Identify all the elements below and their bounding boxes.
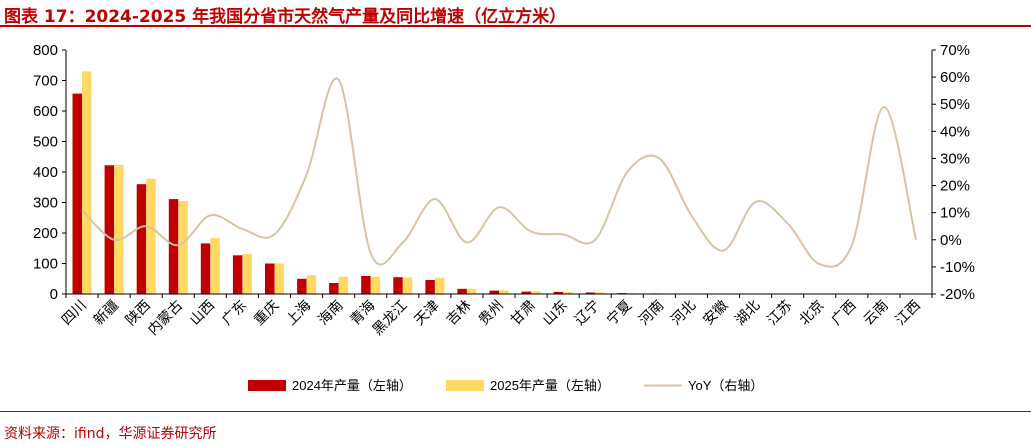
- gas-production-chart: 0 100 200 300 400 500 600 700 800 -20% -10% 0% 10% 20…: [33, 42, 975, 393]
- bar-2024: [585, 292, 596, 294]
- chart-title: 图表 17：2024-2025 年我国分省市天然气产量及同比增速（亿立方米）: [4, 7, 567, 27]
- legend-swatch-2024: [248, 380, 286, 391]
- bar-2025: [531, 291, 541, 294]
- bar-2025: [370, 276, 381, 294]
- bar-2024: [232, 255, 243, 294]
- left-tick-label: 300: [33, 195, 58, 212]
- bar-2024: [361, 276, 371, 294]
- legend-label-2024: 2024年产量（左轴）: [292, 378, 412, 393]
- bar-2024: [489, 290, 499, 294]
- x-tick-label: 四川: [58, 297, 89, 328]
- right-tick-label: -10%: [940, 259, 975, 276]
- bar-2024: [297, 278, 307, 295]
- x-tick-label: 河北: [667, 297, 698, 328]
- x-tick-label: 江西: [892, 297, 923, 328]
- left-tick-label: 800: [33, 42, 58, 59]
- x-tick-label: 贵州: [475, 297, 506, 328]
- x-tick-label: 山西: [186, 297, 217, 328]
- right-tick-label: 20%: [940, 178, 970, 195]
- x-tick-label: 湖北: [732, 297, 763, 328]
- bar-2024: [329, 283, 339, 294]
- bar-2025: [82, 71, 92, 294]
- bar-2024: [457, 288, 467, 294]
- x-tick-label: 内蒙古: [144, 297, 185, 338]
- right-tick-label: 30%: [940, 150, 970, 167]
- bar-2024: [200, 243, 211, 294]
- bar-2025: [499, 290, 509, 294]
- bar-2025: [242, 254, 252, 294]
- left-tick-label: 200: [33, 225, 58, 242]
- bar-2024: [425, 280, 435, 294]
- bar-2024: [521, 291, 532, 294]
- right-tick-label: 50%: [940, 96, 970, 113]
- left-tick-label: 500: [33, 134, 58, 151]
- left-tick-label: 600: [33, 103, 58, 120]
- x-tick-label: 北京: [796, 297, 827, 328]
- bar-2025: [402, 277, 413, 294]
- x-tick-label: 海南: [315, 297, 346, 328]
- x-tick-label: 宁夏: [603, 297, 634, 328]
- bar-2025: [114, 165, 124, 294]
- yoy-line-group: [81, 77, 917, 268]
- bar-2025: [178, 201, 188, 294]
- right-tick-label: 10%: [940, 205, 970, 222]
- x-tick-label: 黑龙江: [369, 297, 410, 338]
- bar-2025: [146, 178, 156, 294]
- legend-label-2025: 2025年产量（左轴）: [490, 378, 610, 393]
- left-tick-label: 100: [33, 256, 58, 273]
- left-tick-label: 400: [33, 164, 58, 181]
- bar-series-group: [72, 71, 701, 295]
- bar-2024: [72, 93, 82, 294]
- source-note: 资料来源：ifind，华源证券研究所: [4, 426, 217, 442]
- right-tick-label: 0%: [940, 232, 962, 249]
- left-tick-label: 0: [50, 286, 58, 303]
- left-tick-label: 700: [33, 73, 58, 90]
- x-tick-label: 天津: [411, 297, 442, 328]
- x-tick-label: 江苏: [764, 297, 795, 328]
- bar-2024: [265, 263, 275, 294]
- bar-2025: [563, 291, 573, 294]
- right-tick-label: -20%: [940, 286, 975, 303]
- bar-2024: [168, 199, 179, 294]
- x-tick-label: 吉林: [443, 297, 474, 328]
- x-tick-label: 广西: [828, 297, 859, 328]
- x-tick-label: 新疆: [90, 297, 121, 328]
- bar-2024: [104, 165, 115, 294]
- footer-divider: [0, 411, 1031, 412]
- legend-label-yoy: YoY（右轴）: [688, 378, 763, 393]
- bar-2025: [274, 263, 284, 294]
- bar-2025: [466, 288, 477, 294]
- bar-2025: [306, 275, 317, 294]
- right-tick-label: 40%: [940, 123, 970, 140]
- x-tick-label: 广东: [218, 297, 249, 328]
- x-tick-label: 安徽: [700, 297, 731, 328]
- legend-swatch-2025: [446, 380, 484, 391]
- x-tick-label: 云南: [860, 297, 891, 328]
- x-tick-label: 山东: [539, 297, 570, 328]
- x-tick-label: 重庆: [250, 297, 281, 328]
- right-tick-label: 70%: [940, 42, 970, 59]
- x-tick-label: 甘肃: [507, 297, 538, 328]
- bar-2024: [553, 291, 564, 294]
- title-divider: [0, 25, 1031, 27]
- bar-2025: [210, 238, 220, 294]
- legend: 2024年产量（左轴） 2025年产量（左轴） YoY（右轴）: [248, 378, 763, 393]
- bar-2024: [393, 277, 403, 294]
- bar-2025: [434, 277, 445, 294]
- bar-2024: [136, 184, 147, 294]
- x-tick-label: 河南: [635, 297, 666, 328]
- bar-2025: [338, 276, 349, 294]
- x-tick-label: 辽宁: [571, 297, 602, 328]
- bar-2025: [595, 292, 605, 294]
- yoy-line: [81, 77, 917, 268]
- x-tick-label: 上海: [283, 297, 314, 328]
- right-tick-label: 60%: [940, 69, 970, 86]
